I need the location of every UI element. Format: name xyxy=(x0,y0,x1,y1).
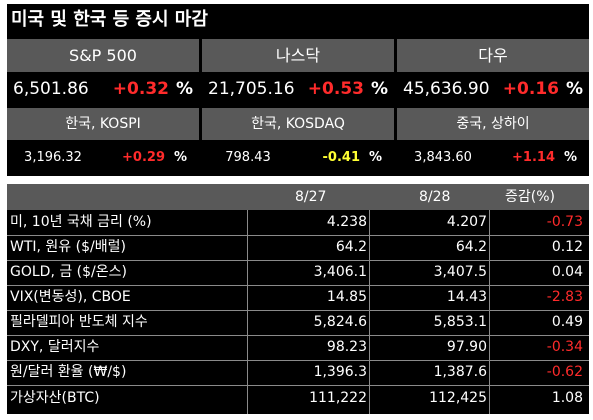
row-change: 0.49 xyxy=(551,314,583,330)
table-row: 필라델피아 반도체 지수 5,824.6 5,853.1 0.49 xyxy=(7,311,589,334)
index-value: 798.43 xyxy=(225,150,271,165)
row-divider xyxy=(7,285,589,286)
indicator-table: 8/27 8/28 증감(%) 미, 10년 국채 금리 (%) 4.238 4… xyxy=(7,184,589,414)
row-label: 미, 10년 국채 금리 (%) xyxy=(10,214,152,230)
index-change: -0.41 xyxy=(322,150,360,165)
header-date-2: 8/28 xyxy=(419,189,451,205)
percent-sign: % xyxy=(175,79,193,99)
row-value-d1: 3,406.1 xyxy=(313,264,367,280)
index-header-shanghai: 중국, 상하이 xyxy=(397,108,589,140)
row-change: 1.08 xyxy=(551,390,583,406)
column-divider xyxy=(369,210,370,414)
row-value-d1: 5,824.6 xyxy=(313,314,367,330)
table-header: 8/27 8/28 증감(%) xyxy=(7,184,589,210)
percent-sign: % xyxy=(370,79,388,99)
table-row: WTI, 원유 ($/배럴) 64.2 64.2 0.12 xyxy=(7,236,589,259)
percent-sign: % xyxy=(563,150,577,165)
index-value: 45,636.90 xyxy=(403,79,490,99)
index-value-sp500: 6,501.86 +0.32 % xyxy=(7,72,199,106)
row-divider xyxy=(7,235,589,236)
index-change: +0.16 xyxy=(502,79,559,99)
row-value-d1: 4.238 xyxy=(326,214,367,230)
index-value: 3,843.60 xyxy=(414,150,472,165)
row-value-d2: 112,425 xyxy=(429,390,487,406)
row-value-d2: 1,387.6 xyxy=(433,364,487,380)
row-label: VIX(변동성), CBOE xyxy=(10,289,131,305)
index-value: 3,196.32 xyxy=(24,150,82,165)
table-row: GOLD, 금 ($/온스) 3,406.1 3,407.5 0.04 xyxy=(7,261,589,284)
row-value-d1: 64.2 xyxy=(335,239,367,255)
row-value-d2: 14.43 xyxy=(446,289,487,305)
table-row: 가상자산(BTC) 111,222 112,425 1.08 xyxy=(7,387,589,410)
percent-sign: % xyxy=(173,150,187,165)
table-row: 미, 10년 국채 금리 (%) 4.238 4.207 -0.73 xyxy=(7,211,589,234)
page-title: 미국 및 한국 등 증시 마감 xyxy=(11,9,208,30)
row-change: -0.34 xyxy=(546,339,583,355)
index-change: +1.14 xyxy=(512,150,555,165)
row-value-d1: 111,222 xyxy=(309,390,367,406)
index-value-kospi: 3,196.32 +0.29 % xyxy=(7,141,199,175)
index-value-dow: 45,636.90 +0.16 % xyxy=(397,72,589,106)
percent-sign: % xyxy=(368,150,382,165)
column-divider xyxy=(489,210,490,414)
index-value: 21,705.16 xyxy=(208,79,295,99)
row-divider xyxy=(7,360,589,361)
row-value-d1: 98.23 xyxy=(326,339,367,355)
index-header-kosdaq: 한국, KOSDAQ xyxy=(202,108,394,140)
row-value-d2: 4.207 xyxy=(446,214,487,230)
row-change: 0.04 xyxy=(551,264,583,280)
index-header-nasdaq: 나스닥 xyxy=(202,39,394,72)
row-value-d2: 5,853.1 xyxy=(433,314,487,330)
table-row: DXY, 달러지수 98.23 97.90 -0.34 xyxy=(7,336,589,359)
row-label: 가상자산(BTC) xyxy=(10,390,100,406)
index-change: +0.53 xyxy=(307,79,364,99)
table-row: VIX(변동성), CBOE 14.85 14.43 -2.83 xyxy=(7,286,589,309)
row-change: -0.62 xyxy=(546,364,583,380)
table-row: 원/달러 환율 (₩/$) 1,396.3 1,387.6 -0.62 xyxy=(7,361,589,384)
index-header-dow: 다우 xyxy=(397,39,589,72)
row-divider xyxy=(7,385,589,386)
row-divider xyxy=(7,260,589,261)
header-label-col xyxy=(7,184,247,210)
row-value-d2: 64.2 xyxy=(455,239,487,255)
row-value-d2: 3,407.5 xyxy=(433,264,487,280)
index-change: +0.29 xyxy=(122,150,165,165)
row-value-d2: 97.90 xyxy=(446,339,487,355)
row-label: GOLD, 금 ($/온스) xyxy=(10,264,127,280)
row-label: WTI, 원유 ($/배럴) xyxy=(10,239,126,255)
row-label: DXY, 달러지수 xyxy=(10,339,100,355)
index-header-kospi: 한국, KOSPI xyxy=(7,108,199,140)
row-change: -0.73 xyxy=(546,214,583,230)
index-value: 6,501.86 xyxy=(13,79,89,99)
percent-sign: % xyxy=(565,79,583,99)
row-value-d1: 1,396.3 xyxy=(313,364,367,380)
index-change: +0.32 xyxy=(112,79,169,99)
header-change-pct: 증감(%) xyxy=(505,189,555,205)
row-label: 필라델피아 반도체 지수 xyxy=(10,314,148,330)
row-change: -2.83 xyxy=(546,289,583,305)
market-summary-panel: 미국 및 한국 등 증시 마감 S&P 500 나스닥 다우 6,501.86 … xyxy=(7,4,589,176)
row-change: 0.12 xyxy=(551,239,583,255)
row-divider xyxy=(7,310,589,311)
index-value-nasdaq: 21,705.16 +0.53 % xyxy=(202,72,394,106)
row-label: 원/달러 환율 (₩/$) xyxy=(10,364,127,380)
index-header-sp500: S&P 500 xyxy=(7,39,199,72)
index-value-shanghai: 3,843.60 +1.14 % xyxy=(397,141,589,175)
column-divider xyxy=(247,210,248,414)
index-value-kosdaq: 798.43 -0.41 % xyxy=(202,141,394,175)
header-date-1: 8/27 xyxy=(295,189,327,205)
row-value-d1: 14.85 xyxy=(326,289,367,305)
row-divider xyxy=(7,335,589,336)
